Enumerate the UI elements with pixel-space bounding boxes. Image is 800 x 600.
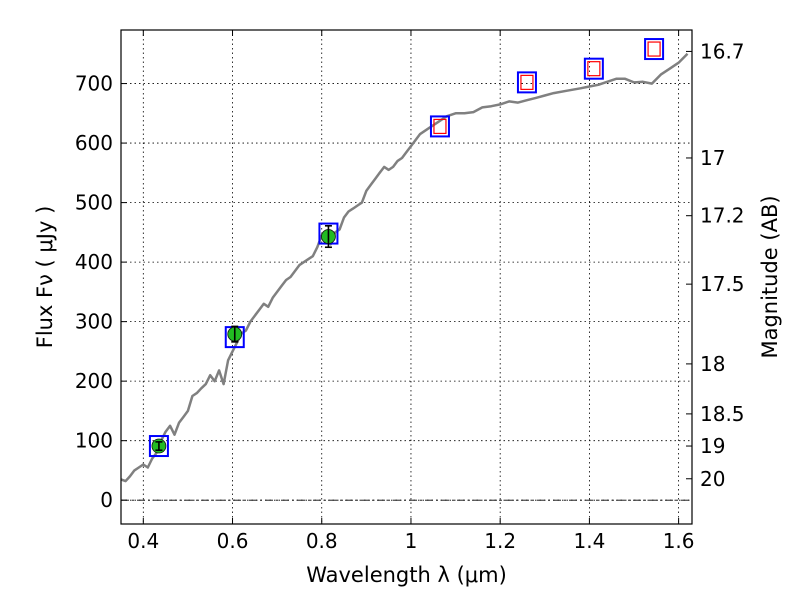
y-tick-label: 200 (75, 369, 113, 393)
magnitude-tick-label: 16.7 (700, 39, 745, 63)
grid (121, 30, 692, 524)
magnitude-axis-label: Magnitude (AB) (758, 195, 782, 358)
x-tick-label: 1.6 (663, 529, 695, 553)
x-tick-label: 1 (405, 529, 418, 553)
model-photometry-square (644, 38, 665, 61)
tick-labels: 0.4 0.6 0.8 1 1.2 1.4 1.6 0 100 200 300 400 500 600 70… (75, 39, 745, 553)
y-tick-label: 400 (75, 250, 113, 274)
magnitude-tick-label: 17.5 (700, 272, 745, 296)
data-series (120, 38, 689, 483)
y-tick-label: 0 (100, 488, 113, 512)
y-axis-label: Flux Fν ( μJy ) (33, 206, 57, 349)
upper-limit-marker (433, 118, 447, 135)
magnitude-tick-label: 20 (700, 467, 725, 491)
magnitude-tick-label: 18 (700, 352, 725, 376)
model-photometry-square (516, 71, 537, 94)
x-tick-label: 0.4 (127, 529, 159, 553)
x-axis-label: Wavelength λ (μm) (306, 563, 507, 587)
y-tick-label: 700 (75, 72, 113, 96)
upper-limit-marker (587, 61, 601, 77)
spectrum-line (120, 52, 689, 483)
upper-limit-marker (520, 74, 534, 90)
model-photometry-square (583, 57, 604, 80)
magnitude-tick-label: 18.5 (700, 402, 745, 426)
model-photometry-square (148, 435, 169, 458)
magnitude-tick-label: 19 (700, 434, 725, 458)
plot-frame (120, 29, 693, 525)
x-tick-label: 1.4 (573, 529, 605, 553)
magnitude-tick-label: 17 (700, 146, 725, 170)
x-tick-label: 0.6 (217, 529, 249, 553)
x-tick-label: 0.8 (306, 529, 338, 553)
y-tick-label: 500 (75, 191, 113, 215)
x-tick-label: 1.2 (484, 529, 516, 553)
y-tick-label: 600 (75, 131, 113, 155)
axis-ticks (121, 30, 692, 524)
magnitude-tick-label: 17.2 (700, 204, 745, 228)
upper-limit-marker (647, 41, 661, 57)
y-tick-label: 100 (75, 429, 113, 453)
model-photometry-square (429, 115, 450, 138)
y-tick-label: 300 (75, 310, 113, 334)
